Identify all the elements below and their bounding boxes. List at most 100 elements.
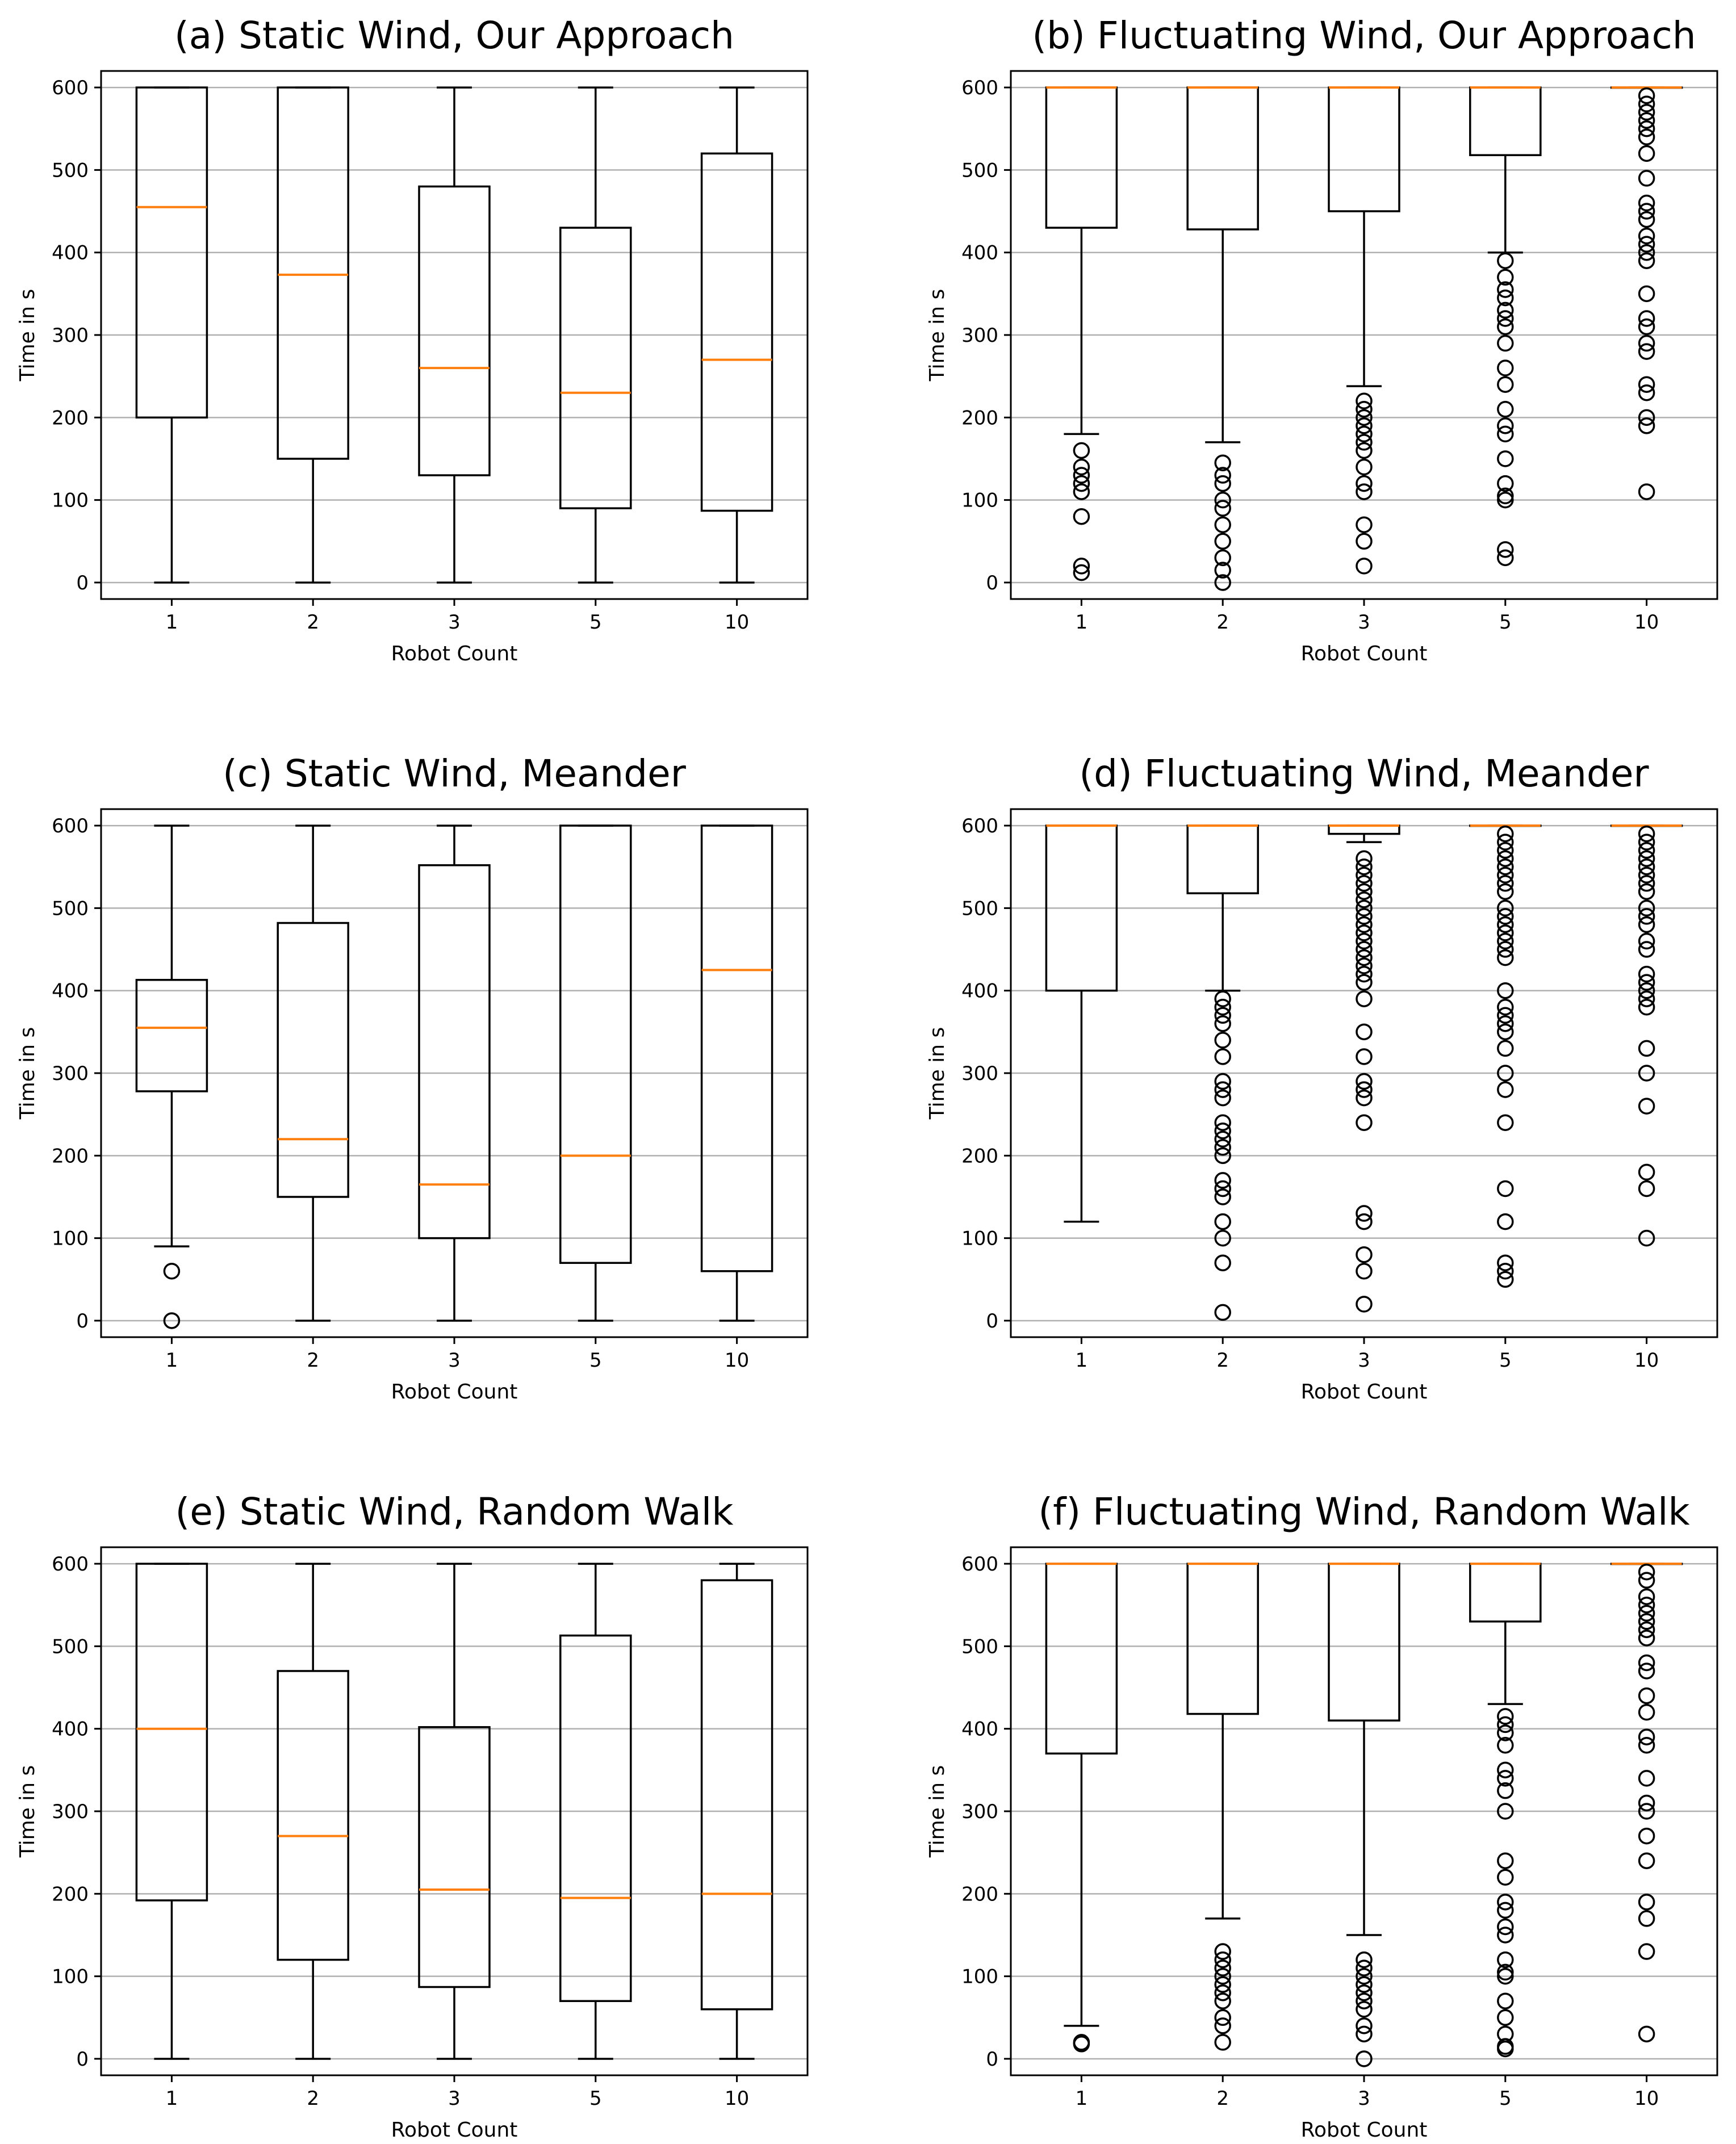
outlier-point (1073, 508, 1090, 525)
outlier-point (1638, 834, 1655, 851)
panel-2: (c) Static Wind, Meander 0 100 200 300 400 500… (16, 752, 809, 1404)
outlier-point (1073, 564, 1090, 581)
box-robot-count-10: 10 (700, 86, 773, 634)
box-robot-count-3: 3 (418, 824, 491, 1372)
y-tick-label: 0 (76, 2048, 89, 2071)
outlier-point (1214, 1081, 1231, 1098)
y-tick-label: 100 (961, 1966, 998, 1988)
panel-title: (e) Static Wind, Random Walk (175, 1490, 734, 1534)
outlier-point (1214, 2034, 1231, 2051)
outlier-point (1497, 334, 1514, 352)
box-robot-count-1: 1 (1045, 86, 1118, 634)
outlier-point (1638, 120, 1655, 137)
outlier-point (1356, 941, 1373, 958)
x-tick-label: 10 (725, 2087, 749, 2110)
outlier-point (1638, 409, 1655, 426)
y-tick-label: 300 (961, 324, 998, 347)
y-tick-label: 500 (52, 159, 89, 182)
outlier-point (1497, 1724, 1514, 1741)
outlier-point (1638, 343, 1655, 360)
outlier-point (1497, 899, 1514, 917)
x-tick-label: 3 (1358, 611, 1370, 634)
outlier-point (1497, 1770, 1514, 1787)
iqr-box (559, 227, 632, 509)
box-robot-count-5: 5 (559, 1563, 632, 2110)
y-tick-label: 600 (52, 815, 89, 838)
outlier-point (1214, 1122, 1231, 1140)
outlier-point (1497, 302, 1514, 319)
panel-5: (f) Fluctuating Wind, Random Walk 0 100 200… (926, 1490, 1718, 2142)
y-axis-label: Time in s (16, 1765, 39, 1858)
outlier-point (1356, 1213, 1373, 1230)
outlier-point (1638, 145, 1655, 162)
box-robot-count-10: 10 (700, 1563, 773, 2110)
outlier-point (1497, 289, 1514, 307)
outlier-point (1638, 252, 1655, 269)
outlier-point (1214, 1007, 1231, 1024)
outlier-point (1356, 1048, 1373, 1065)
outlier-point (1638, 1065, 1655, 1082)
outlier-point (1356, 1073, 1373, 1090)
outlier-point (1356, 434, 1373, 451)
outlier-point (1638, 1605, 1655, 1622)
x-tick-label: 1 (1076, 1349, 1088, 1372)
panel-1: (b) Fluctuating Wind, Our Approach 0 100 20… (926, 14, 1718, 665)
outlier-point (1497, 866, 1514, 883)
outlier-point (1638, 883, 1655, 901)
box-robot-count-5: 5 (1469, 1563, 1542, 2110)
plot-frame (100, 70, 809, 600)
outlier-point (163, 1312, 181, 1329)
outlier-point (1356, 858, 1373, 876)
outlier-point (1214, 475, 1231, 492)
outlier-point (1638, 334, 1655, 352)
y-tick-label: 200 (52, 1883, 89, 1906)
x-axis-label: Robot Count (391, 2118, 518, 2142)
panel-title: (a) Static Wind, Our Approach (174, 14, 734, 57)
box-robot-count-5: 5 (1469, 86, 1542, 634)
outlier-point (1638, 858, 1655, 876)
outlier-point (1214, 491, 1231, 509)
outlier-point (1214, 1180, 1231, 1197)
box-robot-count-3: 3 (1328, 86, 1400, 634)
outlier-point (1638, 1910, 1655, 1927)
outlier-point (1497, 281, 1514, 298)
x-tick-label: 5 (1499, 1349, 1512, 1372)
outlier-point (1497, 1963, 1514, 1981)
iqr-box (135, 979, 208, 1092)
outlier-point (1214, 500, 1231, 517)
y-tick-label: 100 (961, 489, 998, 512)
outlier-point (1497, 1761, 1514, 1779)
outlier-point (1638, 194, 1655, 212)
outlier-point (1638, 916, 1655, 933)
outlier-point (1214, 1943, 1231, 1960)
box-robot-count-5: 5 (559, 86, 632, 634)
outlier-point (1638, 875, 1655, 892)
y-tick-label: 200 (52, 407, 89, 429)
outlier-point (1638, 932, 1655, 950)
y-axis-label: Time in s (16, 1027, 39, 1120)
outlier-point (1497, 908, 1514, 925)
outlier-point (1356, 949, 1373, 966)
outlier-point (1356, 1023, 1373, 1041)
outlier-point (1214, 1089, 1231, 1107)
y-tick-label: 100 (52, 489, 89, 512)
x-tick-label: 3 (448, 611, 461, 634)
y-tick-label: 300 (52, 324, 89, 347)
iqr-box (559, 1634, 632, 2002)
outlier-point (1497, 450, 1514, 467)
outlier-point (1356, 2050, 1373, 2067)
outlier-point (1497, 924, 1514, 941)
outlier-point (1356, 916, 1373, 933)
x-tick-label: 5 (1499, 2087, 1512, 2110)
outlier-point (1497, 318, 1514, 336)
outlier-point (1497, 359, 1514, 376)
iqr-box (1045, 86, 1118, 229)
outlier-point (1497, 825, 1514, 843)
outlier-point (1356, 932, 1373, 950)
outlier-point (1356, 990, 1373, 1007)
x-tick-label: 1 (1076, 2087, 1088, 2110)
outlier-point (1497, 417, 1514, 434)
outlier-point (1214, 1048, 1231, 1065)
outlier-point (1638, 112, 1655, 129)
outlier-point (1497, 941, 1514, 958)
